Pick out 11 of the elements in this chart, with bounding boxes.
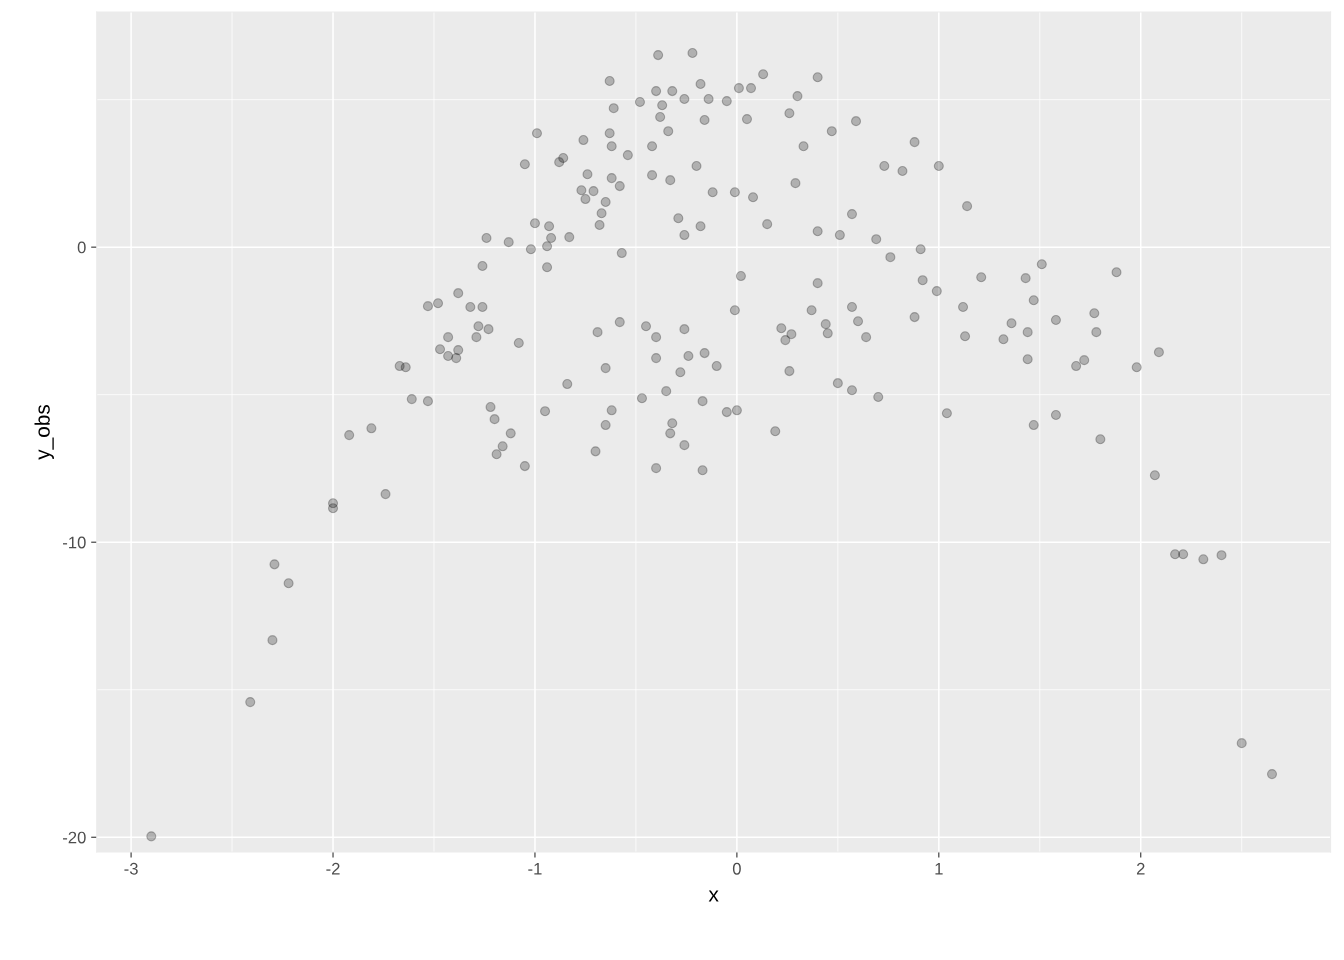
y-tick-label: -10 [63,536,86,549]
y-axis-title: y_obs [34,404,54,460]
x-tick-label: -1 [528,863,542,875]
x-tick-label: 0 [732,862,741,875]
x-axis-title: x [708,890,719,902]
y-tick-label: 0 [77,241,86,254]
y-tick-label: -20 [63,831,86,844]
x-tick-label: -2 [326,862,340,875]
x-tick-label: 2 [1136,862,1145,875]
x-tick-label: -3 [124,862,138,875]
x-tick-label: 1 [935,863,943,875]
